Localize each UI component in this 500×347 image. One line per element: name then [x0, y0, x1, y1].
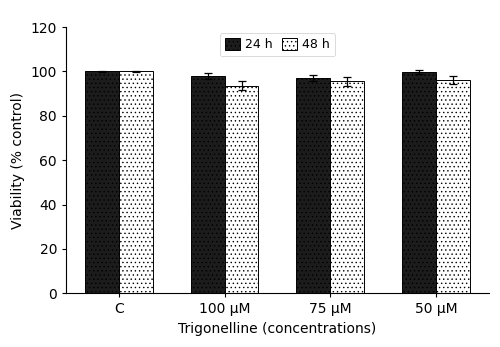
Bar	[296, 78, 330, 293]
Bar	[402, 72, 436, 293]
Bar	[119, 71, 153, 293]
Bar	[330, 82, 364, 293]
Y-axis label: Viability (% control): Viability (% control)	[11, 92, 25, 229]
Legend: 24 h, 48 h: 24 h, 48 h	[220, 33, 335, 56]
Bar	[191, 76, 224, 293]
Bar	[86, 71, 119, 293]
Bar	[224, 86, 258, 293]
X-axis label: Trigonelline (concentrations): Trigonelline (concentrations)	[178, 322, 376, 336]
Bar	[436, 80, 470, 293]
